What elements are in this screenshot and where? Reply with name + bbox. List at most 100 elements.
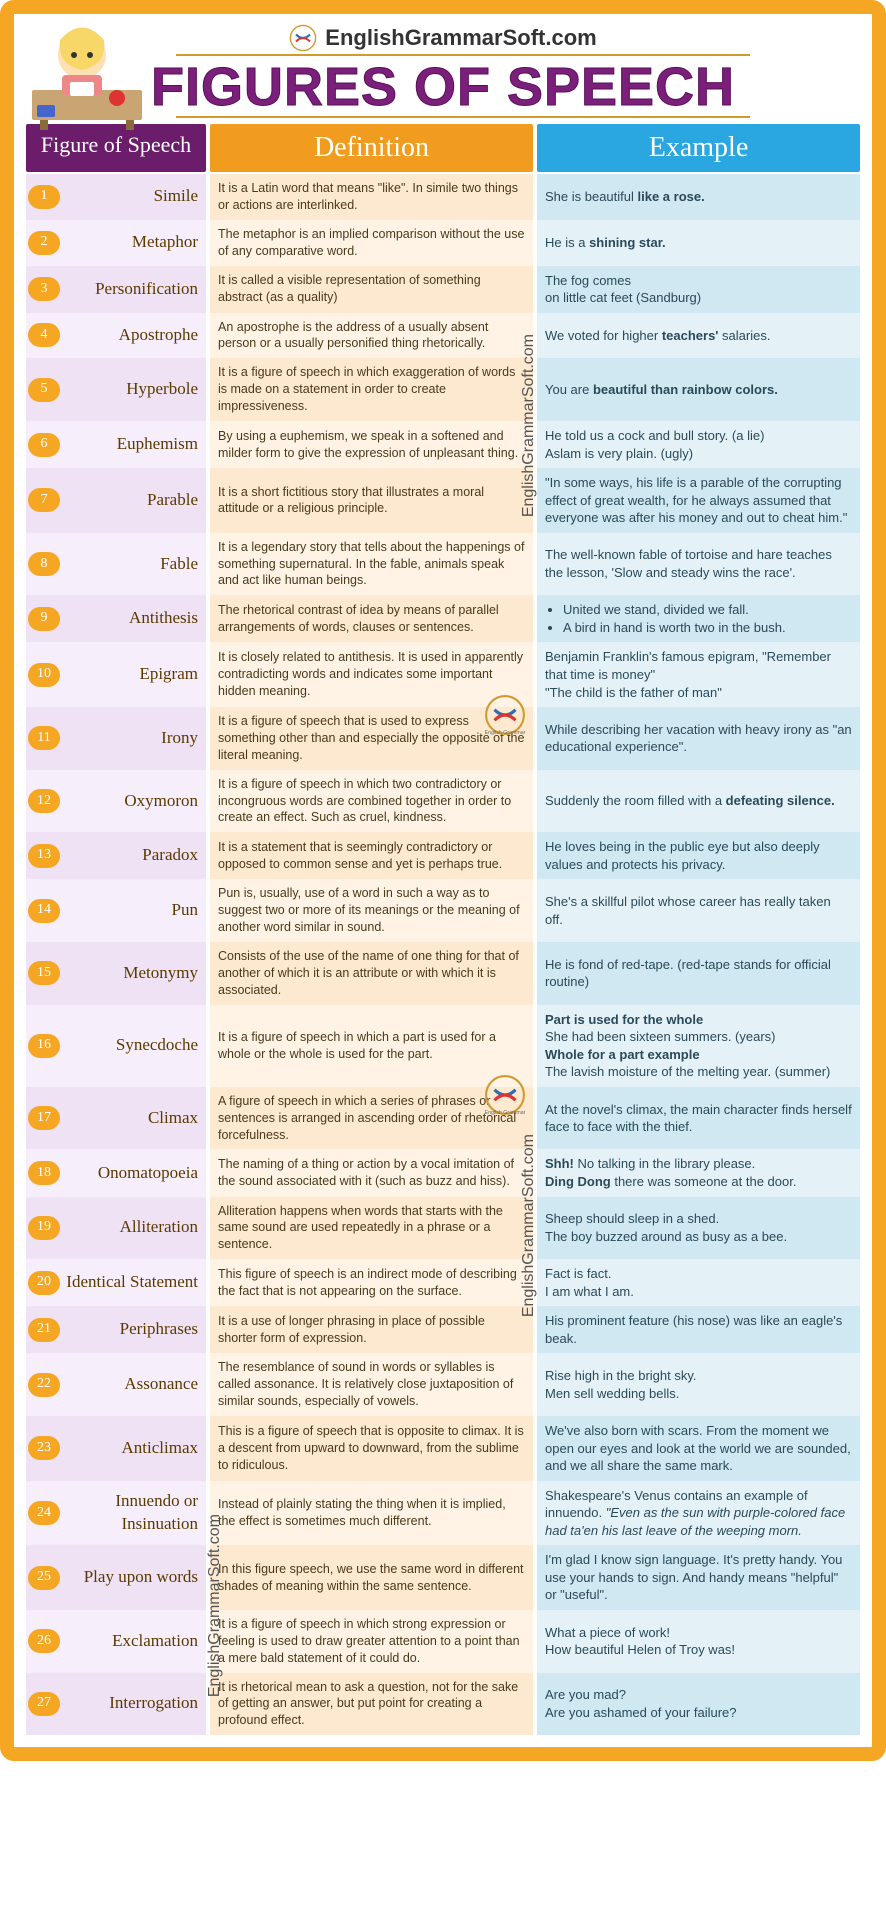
definition-cell: Alliteration happens when words that sta… bbox=[210, 1197, 533, 1260]
figure-name: Metonymy bbox=[123, 962, 198, 985]
figure-name: Innuendo or Insinuation bbox=[62, 1490, 198, 1536]
row-number: 7 bbox=[28, 488, 60, 512]
row-number: 9 bbox=[28, 607, 60, 631]
col-header-example: Example bbox=[537, 124, 860, 172]
table-row: 1SimileIt is a Latin word that means "li… bbox=[26, 174, 860, 220]
row-number: 3 bbox=[28, 277, 60, 301]
row-number: 24 bbox=[28, 1501, 60, 1525]
definition-cell: The metaphor is an implied comparison wi… bbox=[210, 220, 533, 266]
example-cell: At the novel's climax, the main characte… bbox=[537, 1087, 860, 1150]
table-row: 9 Antithesis The rhetorical contrast of id… bbox=[26, 595, 860, 642]
figure-name: Pun bbox=[172, 899, 198, 922]
table-row: 7ParableIt is a short fictitious story t… bbox=[26, 468, 860, 533]
example-cell: Sheep should sleep in a shed.The boy buz… bbox=[537, 1197, 860, 1260]
figure-name: Fable bbox=[160, 553, 198, 576]
figure-cell: 19Alliteration bbox=[26, 1197, 206, 1260]
row-number: 16 bbox=[28, 1034, 60, 1058]
table-row: 6EuphemismBy using a euphemism, we speak… bbox=[26, 421, 860, 468]
row-number: 20 bbox=[28, 1271, 60, 1295]
table-row: 4ApostropheAn apostrophe is the address … bbox=[26, 313, 860, 359]
table-row: 11IronyIt is a figure of speech that is … bbox=[26, 707, 860, 770]
definition-cell: It is a figure of speech in which two co… bbox=[210, 770, 533, 833]
logo-icon bbox=[289, 24, 317, 52]
example-cell: Shakespeare's Venus contains an example … bbox=[537, 1481, 860, 1546]
figure-name: Epigram bbox=[139, 663, 198, 686]
row-number: 15 bbox=[28, 961, 60, 985]
table-rows: 1SimileIt is a Latin word that means "li… bbox=[26, 174, 860, 1735]
figure-cell: 6 Euphemism bbox=[26, 421, 206, 468]
table-row: 15 Metonymy Consists of the use of the nam… bbox=[26, 942, 860, 1005]
figure-cell: 18Onomatopoeia bbox=[26, 1149, 206, 1196]
definition-cell: It is a legendary story that tells about… bbox=[210, 533, 533, 596]
figure-cell: 5 Hyperbole bbox=[26, 358, 206, 421]
definition-cell: Consists of the use of the name of one t… bbox=[210, 942, 533, 1005]
definition-cell: Pun is, usually, use of a word in such a… bbox=[210, 879, 533, 942]
figure-name: Simile bbox=[154, 185, 198, 208]
figure-name: Euphemism bbox=[117, 433, 198, 456]
figure-cell: 21Periphrases bbox=[26, 1306, 206, 1353]
table-row: 24Innuendo or InsinuationInstead of plai… bbox=[26, 1481, 860, 1546]
definition-cell: It is a figure of speech in which strong… bbox=[210, 1610, 533, 1673]
row-number: 6 bbox=[28, 433, 60, 457]
row-number: 14 bbox=[28, 899, 60, 923]
example-cell: United we stand, divided we fall.A bird … bbox=[537, 595, 860, 642]
example-cell: The well-known fable of tortoise and har… bbox=[537, 533, 860, 596]
table-row: 22AssonanceThe resemblance of sound in w… bbox=[26, 1353, 860, 1416]
table-row: 17ClimaxA figure of speech in which a se… bbox=[26, 1087, 860, 1150]
figure-name: Paradox bbox=[142, 844, 198, 867]
row-number: 5 bbox=[28, 378, 60, 402]
table-row: 2MetaphorThe metaphor is an implied comp… bbox=[26, 220, 860, 266]
example-cell: He loves being in the public eye but als… bbox=[537, 832, 860, 879]
definition-cell: It is a use of longer phrasing in place … bbox=[210, 1306, 533, 1353]
example-cell: Are you mad?Are you ashamed of your fail… bbox=[537, 1673, 860, 1736]
row-number: 19 bbox=[28, 1216, 60, 1240]
example-cell: Benjamin Franklin's famous epigram, "Rem… bbox=[537, 642, 860, 707]
example-cell: I'm glad I know sign language. It's pret… bbox=[537, 1545, 860, 1610]
example-cell: She's a skillful pilot whose career has … bbox=[537, 879, 860, 942]
table-row: 14 Pun Pun is, usually, use of a word in s… bbox=[26, 879, 860, 942]
table-row: 23AnticlimaxThis is a figure of speech t… bbox=[26, 1416, 860, 1481]
figure-cell: 22Assonance bbox=[26, 1353, 206, 1416]
figure-name: Play upon words bbox=[84, 1566, 198, 1589]
figure-cell: 1Simile bbox=[26, 174, 206, 220]
figure-cell: 12Oxymoron bbox=[26, 770, 206, 833]
figure-name: Periphrases bbox=[120, 1318, 198, 1341]
definition-cell: It is a short fictitious story that illu… bbox=[210, 468, 533, 533]
figure-cell: 10Epigram bbox=[26, 642, 206, 707]
table-row: 3PersonificationIt is called a visible r… bbox=[26, 266, 860, 313]
definition-cell: The rhetorical contrast of idea by means… bbox=[210, 595, 533, 642]
figure-name: Hyperbole bbox=[126, 378, 198, 401]
figure-cell: 13Paradox bbox=[26, 832, 206, 879]
figure-cell: 3 Personification bbox=[26, 266, 206, 313]
figure-cell: 14 Pun bbox=[26, 879, 206, 942]
definition-cell: It is closely related to antithesis. It … bbox=[210, 642, 533, 707]
table-row: 12OxymoronIt is a figure of speech in wh… bbox=[26, 770, 860, 833]
example-cell: We've also born with scars. From the mom… bbox=[537, 1416, 860, 1481]
example-cell: While describing her vacation with heavy… bbox=[537, 707, 860, 770]
example-cell: You are beautiful than rainbow colors. bbox=[537, 358, 860, 421]
header: EnglishGrammarSoft.com FIGURES OF SPEECH bbox=[26, 24, 860, 118]
mascot-icon bbox=[22, 20, 152, 130]
figure-name: Personification bbox=[95, 278, 198, 301]
table-row: 16SynecdocheIt is a figure of speech in … bbox=[26, 1005, 860, 1087]
row-number: 12 bbox=[28, 789, 60, 813]
table-row: 25Play upon wordsIn this figure speech, … bbox=[26, 1545, 860, 1610]
row-number: 17 bbox=[28, 1106, 60, 1130]
example-cell: What a piece of work!How beautiful Helen… bbox=[537, 1610, 860, 1673]
definition-cell: An apostrophe is the address of a usuall… bbox=[210, 313, 533, 359]
col-header-definition: Definition bbox=[210, 124, 533, 172]
table-row: 10EpigramIt is closely related to antith… bbox=[26, 642, 860, 707]
figure-name: Antithesis bbox=[129, 607, 198, 630]
figure-cell: 17Climax bbox=[26, 1087, 206, 1150]
col-header-figure: Figure of Speech bbox=[26, 124, 206, 172]
definition-cell: It is rhetorical mean to ask a question,… bbox=[210, 1673, 533, 1736]
figure-cell: 16Synecdoche bbox=[26, 1005, 206, 1087]
definition-cell: This is a figure of speech that is oppos… bbox=[210, 1416, 533, 1481]
figure-name: Identical Statement bbox=[66, 1271, 198, 1294]
row-number: 23 bbox=[28, 1436, 60, 1460]
table-row: 13ParadoxIt is a statement that is seemi… bbox=[26, 832, 860, 879]
row-number: 11 bbox=[28, 726, 60, 750]
definition-cell: In this figure speech, we use the same w… bbox=[210, 1545, 533, 1610]
example-cell: She is beautiful like a rose. bbox=[537, 174, 860, 220]
table-row: 20Identical StatementThis figure of spee… bbox=[26, 1259, 860, 1306]
